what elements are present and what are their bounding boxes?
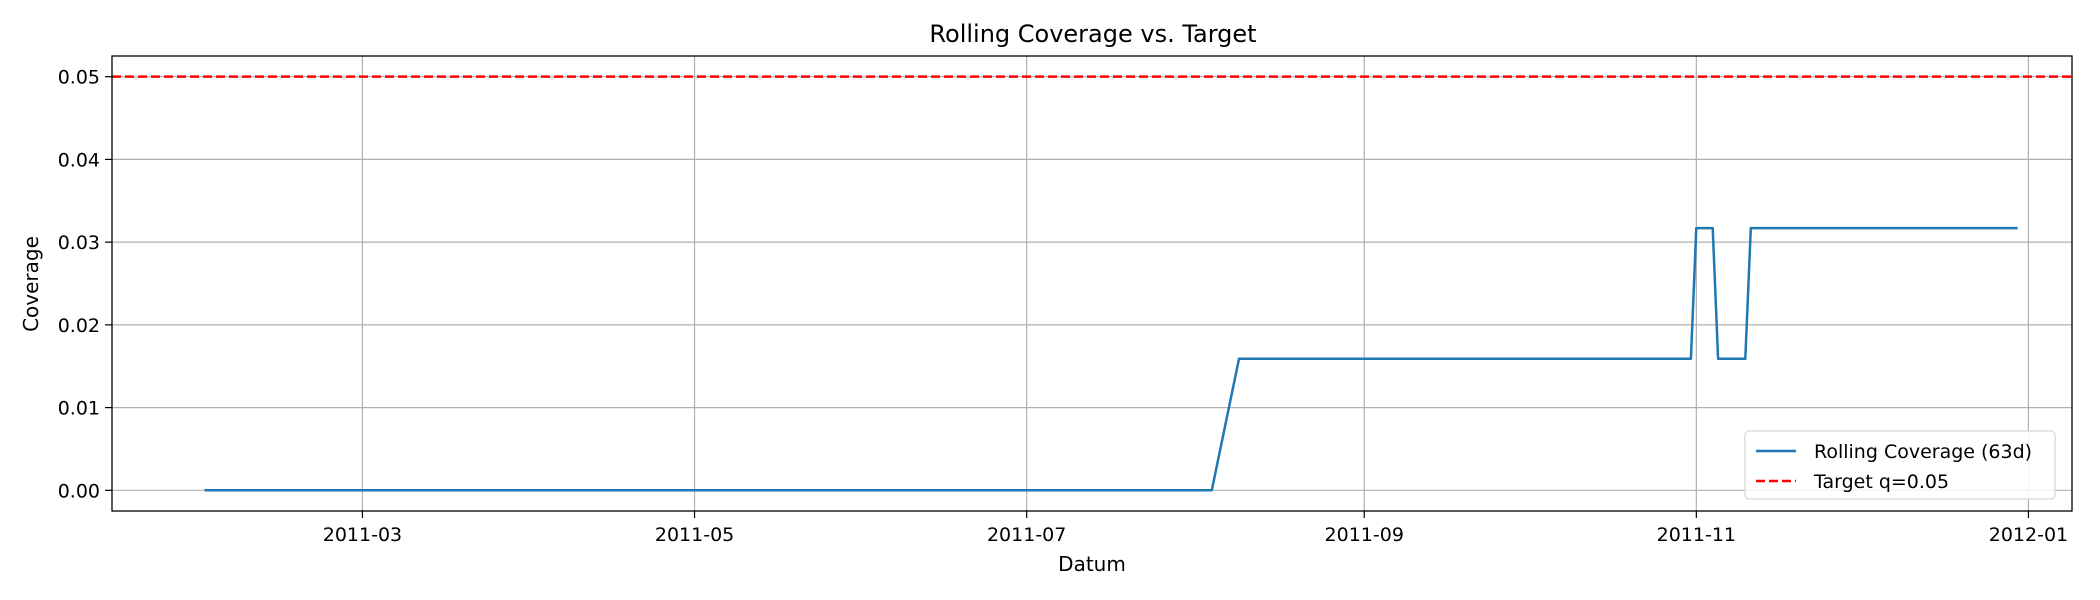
y-tick-label: 0.04 <box>58 149 100 171</box>
plot-frame <box>111 55 2073 512</box>
chart-title: Rolling Coverage vs. Target <box>929 20 1256 48</box>
series-layer <box>112 75 2072 492</box>
x-tick-label: 2011-11 <box>1657 524 1736 546</box>
x-tick-label: 2011-07 <box>987 524 1066 546</box>
legend-label-target: Target q=0.05 <box>1813 471 1949 493</box>
legend-box <box>1744 430 2056 500</box>
y-axis-label: Coverage <box>19 236 43 332</box>
axis-ticks: 2011-03 2011-05 2011-07 2011-09 2011-11 2012-… <box>58 67 2068 546</box>
x-tick-label: 2011-09 <box>1325 524 1404 546</box>
x-tick-label: 2011-05 <box>655 524 734 546</box>
legend-label-coverage: Rolling Coverage (63d) <box>1814 441 2032 463</box>
y-tick-label: 0.05 <box>58 67 100 89</box>
y-tick-label: 0.01 <box>58 398 100 420</box>
y-tick-label: 0.02 <box>58 315 100 337</box>
x-axis-label: Datum <box>1058 552 1126 576</box>
x-tick-label: 2012-01 <box>1989 524 2068 546</box>
x-tick-label: 2011-03 <box>323 524 402 546</box>
legend: Rolling Coverage (63d) Target q=0.05 <box>1744 430 2056 500</box>
y-tick-label: 0.03 <box>58 232 100 254</box>
coverage-series-line <box>204 226 2018 492</box>
y-tick-label: 0.00 <box>58 480 100 502</box>
